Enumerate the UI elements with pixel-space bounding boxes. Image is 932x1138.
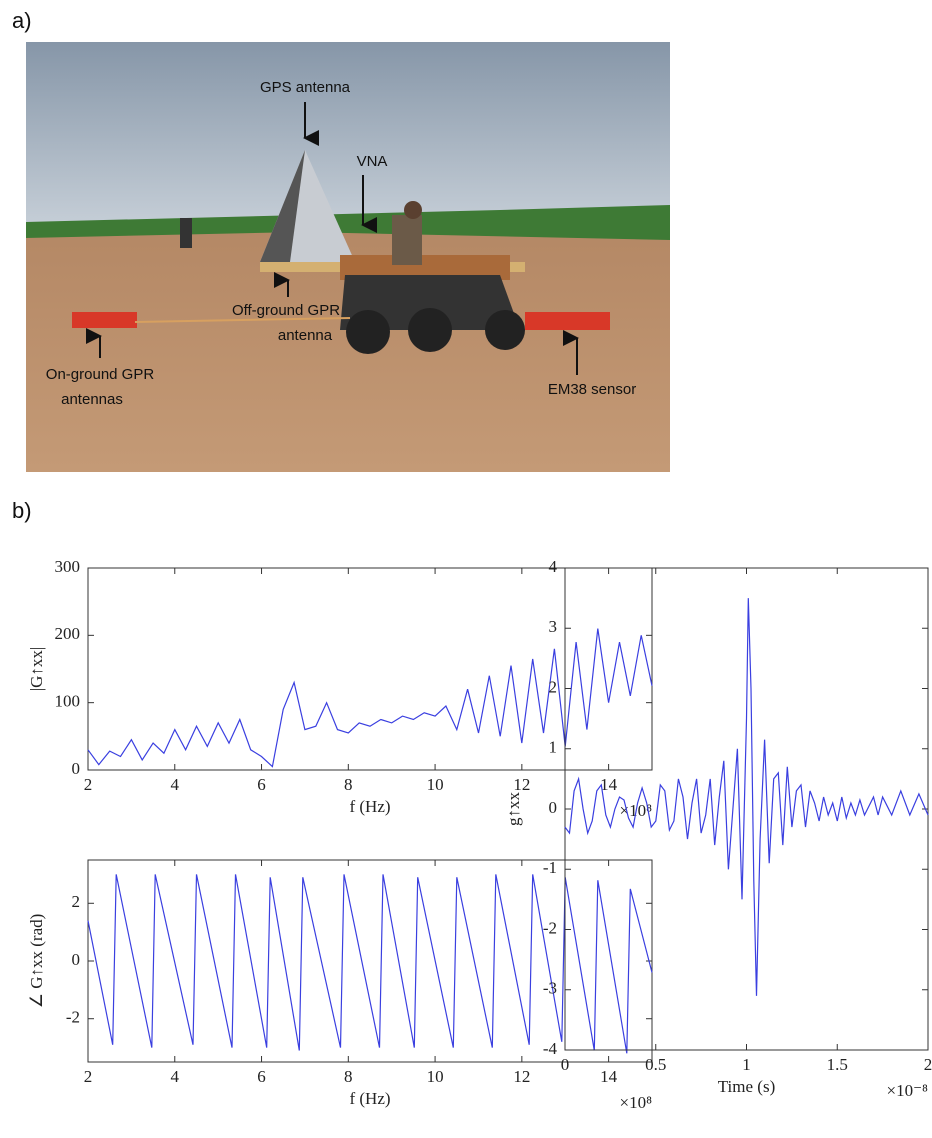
- y-tick-label: 2: [549, 677, 558, 696]
- annotation: GPS antenna: [260, 79, 351, 96]
- x-tick-label: 6: [257, 775, 266, 794]
- annotation: antenna: [278, 327, 333, 344]
- x-tick-label: 10: [427, 1067, 444, 1086]
- x-tick-label: 0.5: [645, 1055, 666, 1074]
- x-tick-label: 2: [84, 1067, 93, 1086]
- x-tick-label: 14: [600, 1067, 618, 1086]
- x-tick-label: 12: [513, 775, 530, 794]
- line: [564, 598, 929, 996]
- y-axis-label: g↑xx: [504, 792, 523, 827]
- x-tick-label: 10: [427, 775, 444, 794]
- line: [87, 628, 653, 768]
- x-tick-label: 2: [924, 1055, 932, 1074]
- y-axis-label: ∠ G↑xx (rad): [27, 914, 46, 1009]
- y-tick-label: -3: [543, 979, 557, 998]
- y-tick-label: -2: [66, 1008, 80, 1027]
- x-tick-label: 1: [742, 1055, 751, 1074]
- y-tick-label: 0: [549, 798, 558, 817]
- x-tick-label: 2: [84, 775, 93, 794]
- x-tick-label: 8: [344, 1067, 353, 1086]
- x-multiplier: ×10⁻⁸: [887, 1081, 929, 1100]
- annotation: EM38 sensor: [548, 381, 636, 398]
- x-tick-label: 6: [257, 1067, 266, 1086]
- y-axis-label: |G↑xx|: [27, 647, 46, 692]
- y-tick-label: 0: [72, 759, 81, 778]
- plot-frame: [87, 567, 653, 771]
- y-tick-label: 300: [55, 557, 81, 576]
- y-tick-label: 4: [549, 557, 558, 576]
- y-tick-label: -4: [543, 1039, 558, 1058]
- y-tick-label: 2: [72, 892, 81, 911]
- x-tick-label: 0: [561, 1055, 570, 1074]
- x-tick-label: 1.5: [827, 1055, 848, 1074]
- x-multiplier: ×10⁸: [619, 1093, 652, 1112]
- x-axis-label: f (Hz): [349, 797, 390, 816]
- annotation: Off-ground GPR: [232, 302, 340, 319]
- x-tick-label: 4: [171, 1067, 180, 1086]
- photo-annotations: [86, 102, 579, 375]
- panel-label: a): [12, 8, 32, 33]
- y-tick-label: 100: [55, 692, 81, 711]
- y-tick-label: -1: [543, 858, 557, 877]
- y-tick-label: -2: [543, 918, 557, 937]
- y-tick-label: 1: [549, 738, 558, 757]
- x-axis-label: Time (s): [718, 1077, 775, 1096]
- annotation: VNA: [357, 153, 388, 170]
- annotation: antennas: [61, 391, 123, 408]
- annotation: On-ground GPR: [46, 366, 155, 383]
- x-tick-label: 14: [600, 775, 618, 794]
- panel-label: b): [12, 498, 32, 523]
- x-tick-label: 8: [344, 775, 353, 794]
- x-axis-label: f (Hz): [349, 1089, 390, 1108]
- y-tick-label: 3: [549, 617, 558, 636]
- photo: [26, 42, 670, 472]
- x-tick-label: 12: [513, 1067, 530, 1086]
- y-tick-label: 200: [55, 624, 81, 643]
- y-tick-label: 0: [72, 950, 81, 969]
- line: [87, 874, 653, 1054]
- x-tick-label: 4: [171, 775, 180, 794]
